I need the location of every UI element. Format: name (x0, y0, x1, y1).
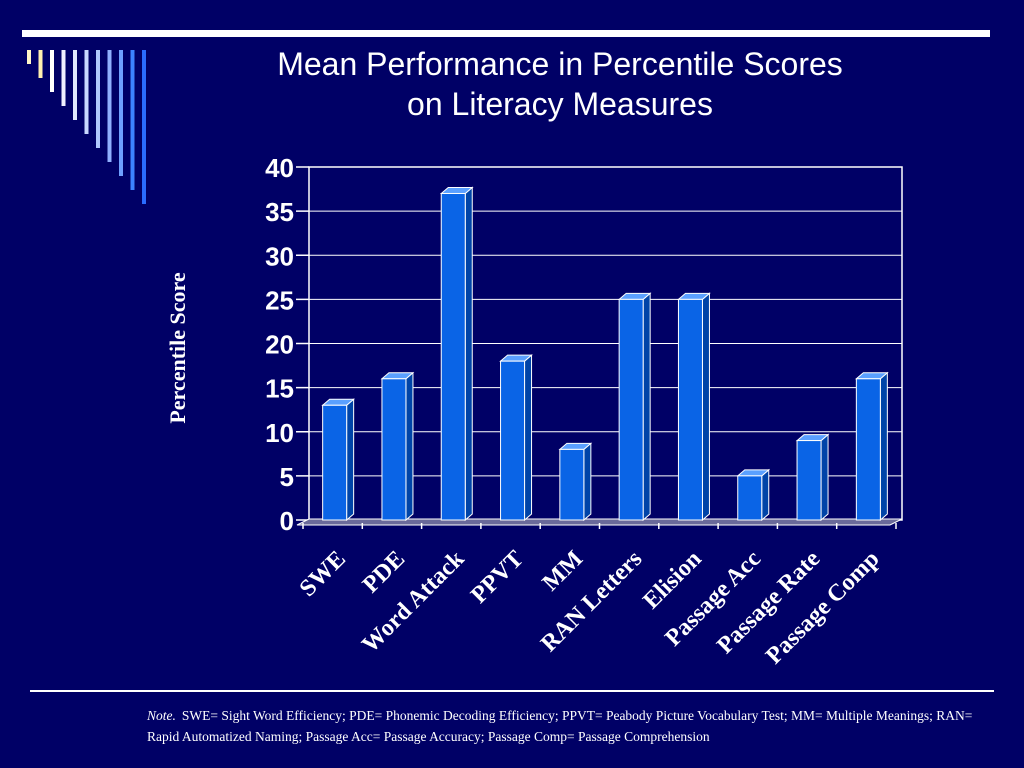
y-tick-label: 20 (265, 330, 294, 360)
footnote-text: SWE= Sight Word Efficiency; PDE= Phonemi… (147, 708, 973, 744)
bar-front (737, 475, 763, 521)
bar-front (796, 440, 822, 521)
decorative-stripe (107, 50, 112, 162)
bar-side (405, 371, 414, 522)
y-tick-label: 40 (265, 153, 294, 183)
bar-mm (558, 442, 593, 522)
title-rule (22, 30, 990, 37)
bar-front (500, 360, 526, 521)
decorative-stripe (38, 50, 43, 78)
bar-front (677, 298, 703, 521)
decorative-stripe (119, 50, 123, 176)
bar-word-attack (439, 186, 474, 522)
y-tick-label: 15 (265, 374, 294, 404)
bar-side (464, 186, 473, 522)
bar-passage-acc (736, 468, 771, 522)
bar-side (524, 354, 533, 522)
y-tick-label: 25 (265, 285, 294, 315)
decorative-stripe (84, 50, 89, 134)
bar-front (618, 298, 644, 521)
y-tick-label: 0 (280, 506, 294, 536)
y-tick-label: 5 (280, 462, 294, 492)
x-tick-label: MM (538, 546, 588, 596)
x-tick-label: SWE (295, 546, 351, 602)
y-tick-label: 10 (265, 418, 294, 448)
decorative-stripe (73, 50, 77, 120)
decorative-stripes (27, 50, 146, 204)
bar-swe (321, 398, 356, 522)
footnote: Note. SWE= Sight Word Efficiency; PDE= Ph… (147, 705, 1007, 747)
bar-side (761, 468, 770, 522)
bar-side (346, 398, 355, 522)
bar-front (855, 378, 881, 521)
y-tick-label: 35 (265, 197, 294, 227)
decorative-stripe (27, 50, 31, 64)
note-rule (30, 690, 994, 692)
x-tick-label: PDE (358, 546, 410, 598)
chart-title: Mean Performance in Percentile Scores on… (180, 44, 940, 124)
bar-pde (380, 371, 415, 522)
y-axis-label: Percentile Score (165, 272, 190, 424)
bar-passage-comp (854, 371, 889, 522)
decorative-stripe (50, 50, 54, 92)
bar-front (559, 448, 585, 521)
footnote-label: Note. (147, 708, 176, 723)
bar-side (642, 292, 651, 522)
decorative-stripe (130, 50, 135, 190)
bar-passage-rate (795, 433, 830, 522)
bar-side (583, 442, 592, 522)
bar-side (820, 433, 829, 522)
x-tick-label: PPVT (466, 546, 529, 609)
bar-ppvt (499, 354, 533, 522)
bar-front (440, 192, 466, 521)
bar-elision (677, 292, 711, 522)
bar-side (879, 371, 888, 522)
bar-ran-letters (617, 292, 652, 522)
decorative-stripe (96, 50, 100, 148)
y-tick-label: 30 (265, 241, 294, 271)
bar-front (381, 378, 407, 521)
bar-side (701, 292, 710, 522)
bar-front (322, 404, 348, 521)
decorative-stripe (61, 50, 66, 106)
decorative-stripe (142, 50, 146, 204)
chart-title-line-2: on Literacy Measures (407, 86, 713, 122)
chart-title-line-1: Mean Performance in Percentile Scores (277, 46, 843, 82)
